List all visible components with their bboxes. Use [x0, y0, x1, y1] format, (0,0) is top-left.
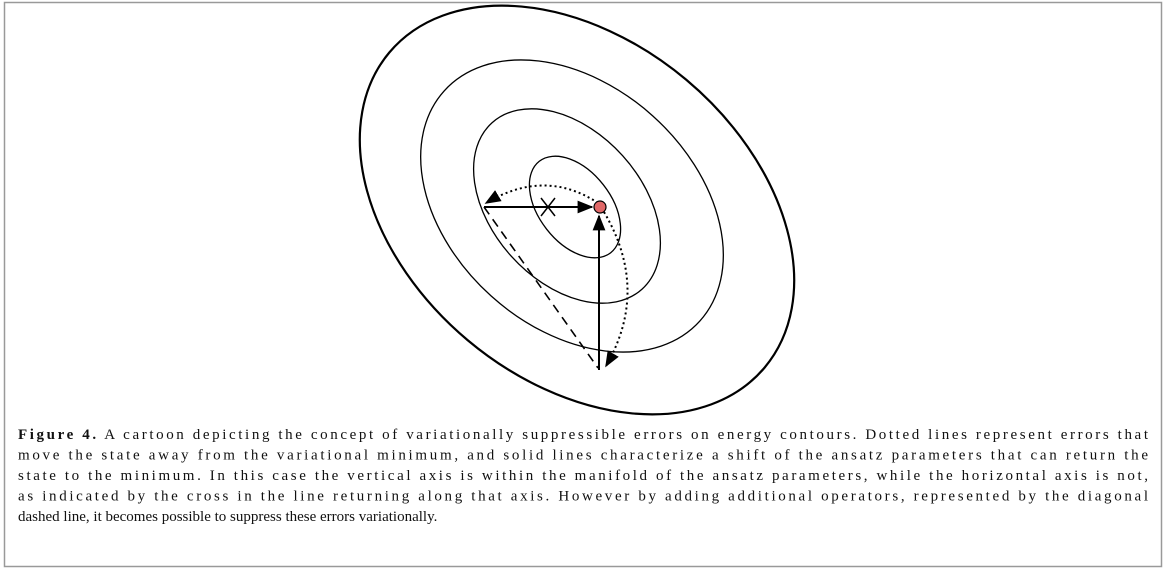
caption-text: dashed line, it becomes possible to supp…: [18, 509, 437, 525]
contours: [358, 4, 796, 416]
caption-text: move the state away from the variational…: [18, 448, 1148, 464]
figure-label: Figure 4.: [18, 427, 96, 443]
contour: [358, 4, 796, 416]
contour: [472, 108, 662, 304]
caption-text: as indicated by the cross in the line re…: [18, 489, 1148, 505]
caption-text: state to the minimum. In this case the v…: [18, 468, 1148, 484]
caption-line: move the state away from the variational…: [18, 448, 1148, 464]
caption-line: dashed line, it becomes possible to supp…: [18, 509, 437, 525]
cross: [540, 197, 556, 217]
caption: Figure 4. A cartoon depicting the concep…: [18, 427, 1149, 525]
dotted-error: [603, 211, 629, 368]
caption-text: A cartoon depicting the concept of varia…: [104, 427, 1149, 443]
caption-line: as indicated by the cross in the line re…: [18, 489, 1148, 505]
contour: [528, 155, 622, 259]
dashed-line: [483, 206, 599, 369]
minimum: [593, 200, 607, 214]
caption-line: state to the minimum. In this case the v…: [18, 468, 1148, 484]
caption-line: Figure 4. A cartoon depicting the concep…: [18, 427, 1149, 443]
frame: [3, 1, 1163, 568]
contour: [420, 59, 724, 353]
